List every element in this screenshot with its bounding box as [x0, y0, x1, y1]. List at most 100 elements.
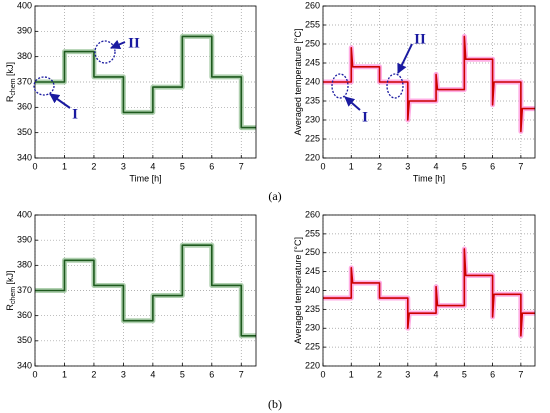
annotation-arrow [110, 39, 126, 50]
y-tick-label: 380 [17, 51, 32, 61]
y-axis-label-part: Averaged temperature [°C] [293, 29, 303, 136]
y-tick-label: 220 [305, 152, 320, 162]
y-tick-label: 340 [17, 152, 32, 162]
plot-frame [322, 5, 536, 159]
line [323, 248, 535, 337]
x-tick-label: 3 [121, 161, 126, 171]
y-axis-label: Averaged temperature [°C] [293, 237, 303, 344]
annotation-arrow [397, 43, 413, 74]
y-tick-label: 240 [305, 285, 320, 295]
y-tick-label: 230 [305, 323, 320, 333]
y-axis-label-part: [kJ] [5, 62, 15, 79]
line [35, 244, 256, 337]
x-tick-label: 1 [62, 161, 67, 171]
x-tick-label: 3 [405, 369, 410, 379]
annotation-ellipse [94, 40, 116, 64]
y-tick-label: 245 [305, 57, 320, 67]
x-tick-label: 5 [180, 369, 185, 379]
annotation: II [128, 35, 140, 51]
x-tick-label: 6 [490, 161, 495, 171]
y-tick-label: 255 [305, 19, 320, 29]
x-tick-label: 7 [239, 369, 244, 379]
x-tick-label: 2 [377, 369, 382, 379]
line-halo [323, 246, 535, 339]
line-halo [323, 33, 535, 134]
x-tick-label: 5 [180, 161, 185, 171]
y-tick-label: 235 [305, 304, 320, 314]
y-axis-label-part: chem [10, 287, 17, 304]
plot-frame [322, 214, 536, 367]
x-axis-label: Time [h] [413, 173, 445, 183]
annotation-ellipse [386, 73, 404, 99]
y-tick-label: 370 [17, 76, 32, 86]
y-tick-label: 260 [305, 0, 320, 10]
y-axis-label: Rchem [kJ] [5, 270, 16, 310]
x-tick-label: 2 [377, 161, 382, 171]
y-tick-label: 350 [17, 335, 32, 345]
y-tick-label: 390 [17, 26, 32, 36]
x-tick-label: 0 [320, 161, 325, 171]
annotation: II [414, 31, 426, 47]
annotation-ellipse [33, 76, 55, 96]
y-tick-label: 235 [305, 95, 320, 105]
x-tick-label: 4 [434, 161, 439, 171]
line [323, 35, 535, 133]
x-tick-label: 6 [209, 161, 214, 171]
x-tick-label: 6 [209, 369, 214, 379]
x-tick-label: 7 [239, 161, 244, 171]
panel-label: (b) [268, 397, 282, 411]
annotation-ellipse [331, 73, 349, 99]
y-axis-label: Averaged temperature [°C] [293, 29, 303, 136]
y-tick-label: 390 [17, 235, 32, 245]
y-tick-label: 230 [305, 114, 320, 124]
panel-label: (a) [268, 189, 281, 203]
y-axis-label-part: chem [10, 78, 17, 95]
x-tick-label: 2 [91, 369, 96, 379]
y-tick-label: 260 [305, 209, 320, 219]
annotation: I [72, 106, 78, 122]
y-tick-label: 245 [305, 266, 320, 276]
y-tick-label: 400 [17, 0, 32, 10]
x-tick-label: 4 [150, 161, 155, 171]
annotation-arrow [49, 93, 71, 109]
x-tick-label: 4 [434, 369, 439, 379]
x-tick-label: 2 [91, 161, 96, 171]
x-tick-label: 0 [32, 161, 37, 171]
y-tick-label: 400 [17, 209, 32, 219]
y-tick-label: 360 [17, 310, 32, 320]
x-tick-label: 7 [518, 369, 523, 379]
annotation: I [362, 109, 368, 125]
y-axis-label-part: R [5, 304, 15, 311]
y-axis-label-part: [kJ] [5, 270, 15, 287]
x-axis-label: Time [h] [129, 173, 161, 183]
x-tick-label: 7 [518, 161, 523, 171]
y-axis-label-part: R [5, 95, 15, 102]
x-tick-label: 1 [349, 369, 354, 379]
x-tick-label: 4 [150, 369, 155, 379]
x-tick-label: 5 [462, 369, 467, 379]
y-tick-label: 370 [17, 285, 32, 295]
x-tick-label: 0 [32, 369, 37, 379]
x-tick-label: 6 [490, 369, 495, 379]
annotation-arrow [344, 96, 361, 111]
plot-frame [34, 214, 257, 367]
y-tick-label: 350 [17, 127, 32, 137]
y-tick-label: 250 [305, 247, 320, 257]
y-tick-label: 220 [305, 360, 320, 370]
y-tick-label: 255 [305, 228, 320, 238]
x-tick-label: 1 [349, 161, 354, 171]
x-tick-label: 1 [62, 369, 67, 379]
y-tick-label: 240 [305, 76, 320, 86]
y-tick-label: 225 [305, 342, 320, 352]
y-axis-label: Rchem [kJ] [5, 62, 16, 102]
y-tick-label: 380 [17, 260, 32, 270]
x-tick-label: 3 [121, 369, 126, 379]
x-tick-label: 3 [405, 161, 410, 171]
line [35, 35, 256, 129]
y-tick-label: 250 [305, 38, 320, 48]
plot-frame [34, 5, 257, 159]
y-tick-label: 340 [17, 360, 32, 370]
x-tick-label: 0 [320, 369, 325, 379]
y-tick-label: 360 [17, 102, 32, 112]
